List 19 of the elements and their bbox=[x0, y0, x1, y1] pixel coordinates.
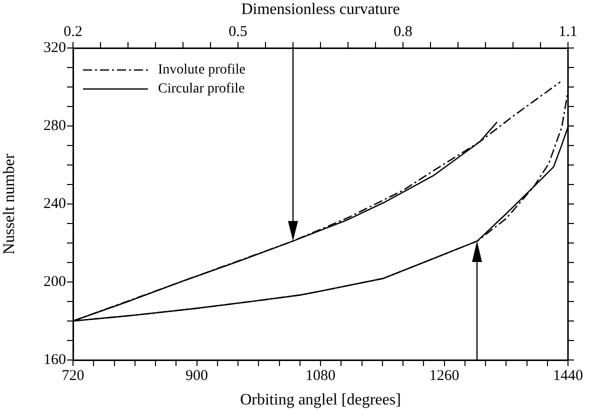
y-tick-label: 280 bbox=[44, 118, 66, 134]
legend-label: Circular profile bbox=[158, 82, 245, 97]
y-tick-label: 200 bbox=[44, 274, 66, 290]
x-tick-label: 1440 bbox=[553, 368, 583, 384]
x2-tick-label: 0.8 bbox=[394, 24, 412, 40]
y-tick-label: 320 bbox=[44, 40, 66, 56]
y-tick-label: 240 bbox=[44, 196, 66, 212]
x-tick-label: 900 bbox=[186, 368, 208, 384]
legend-label: Involute profile bbox=[158, 62, 246, 78]
x2-axis-title: Dimensionless curvature bbox=[241, 0, 400, 18]
x-axis-title: Orbiting anglel [degrees] bbox=[240, 392, 401, 409]
y-axis-title: Nusselt number bbox=[0, 152, 18, 254]
x-tick-label: 1260 bbox=[429, 368, 460, 384]
x2-tick-label: 0.2 bbox=[64, 24, 82, 40]
y-tick-label: 160 bbox=[44, 352, 66, 368]
x-tick-label: 720 bbox=[62, 368, 84, 384]
x2-tick-label: 0.5 bbox=[228, 24, 248, 40]
x-tick-label: 1080 bbox=[306, 368, 336, 384]
x2-tick-label: 1.1 bbox=[558, 24, 578, 40]
